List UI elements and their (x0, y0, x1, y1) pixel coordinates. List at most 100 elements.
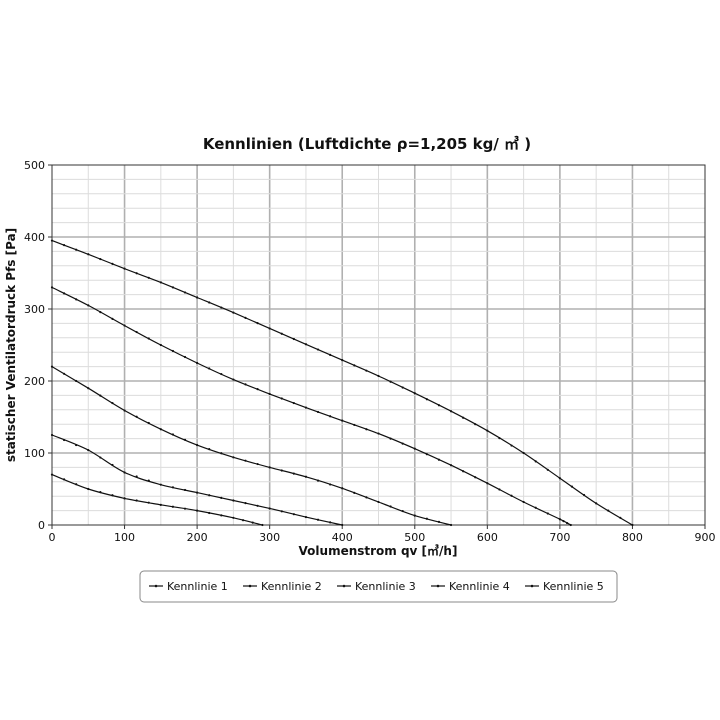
legend-label: Kennlinie 2 (261, 580, 322, 593)
data-point (268, 327, 271, 330)
grid (52, 165, 705, 525)
data-point (304, 475, 308, 478)
data-point (99, 491, 102, 494)
data-point (510, 494, 513, 497)
x-tick-label: 0 (49, 531, 56, 544)
data-point (401, 386, 404, 389)
legend-items: Kennlinie 1 Kennlinie 2 Kennlinie 3 Kennlin… (149, 580, 604, 593)
data-point (377, 500, 380, 504)
x-axis-label: Volumenstrom qv [㎥/h] (299, 543, 458, 558)
x-tick-label: 100 (114, 531, 135, 544)
y-tick-label: 0 (38, 519, 45, 532)
data-point (449, 523, 453, 527)
data-point (365, 428, 368, 431)
data-point (75, 379, 78, 383)
data-point (546, 468, 549, 471)
data-point (449, 410, 453, 413)
data-point (183, 507, 187, 510)
data-point (159, 483, 162, 486)
data-point (75, 483, 78, 486)
y-tick-label: 200 (24, 375, 45, 388)
data-point (268, 392, 271, 396)
data-point (220, 496, 223, 499)
data-point (437, 520, 441, 523)
legend-marker (342, 584, 346, 588)
data-point (87, 253, 90, 256)
data-point (268, 466, 271, 469)
data-point (244, 502, 247, 505)
data-point (582, 493, 586, 497)
data-point (341, 523, 344, 527)
legend-label: Kennlinie 5 (543, 580, 604, 593)
data-point (304, 406, 308, 409)
data-point (280, 397, 283, 400)
legend-item-4: Kennlinie 4 (431, 580, 510, 593)
data-point (292, 401, 295, 405)
data-point (449, 464, 453, 467)
data-point (87, 487, 90, 491)
data-point (75, 443, 78, 447)
data-point (389, 505, 392, 508)
data-point (183, 291, 187, 294)
data-point (159, 503, 162, 506)
legend-marker (436, 584, 440, 588)
data-point (241, 519, 245, 522)
data-point (437, 404, 441, 407)
data-point (220, 514, 223, 517)
x-tick-label: 900 (695, 531, 716, 544)
data-point (244, 383, 247, 386)
data-point (171, 349, 175, 353)
data-point (87, 449, 90, 452)
series-layer (50, 239, 634, 527)
data-point (341, 487, 344, 490)
data-point (87, 387, 90, 390)
data-point (595, 502, 598, 505)
data-point (534, 506, 537, 509)
x-tick-label: 600 (477, 531, 498, 544)
data-point (50, 433, 54, 437)
x-tick-label: 400 (332, 531, 353, 544)
legend-label: Kennlinie 3 (355, 580, 416, 593)
legend-marker (530, 584, 534, 588)
data-point (474, 476, 477, 479)
data-point (268, 507, 271, 510)
y-tick-label: 400 (24, 231, 45, 244)
data-point (244, 459, 247, 462)
data-point (558, 518, 561, 521)
data-point (498, 488, 501, 491)
data-point (196, 361, 199, 365)
data-point (329, 521, 332, 524)
data-point (171, 505, 175, 508)
plot-area-frame (51, 164, 706, 526)
data-point (425, 398, 428, 401)
data-point (256, 462, 259, 466)
data-point (377, 374, 380, 378)
data-point (159, 343, 162, 347)
legend-frame (139, 570, 618, 603)
data-point (111, 401, 114, 405)
x-tick-label: 200 (187, 531, 208, 544)
data-point (75, 298, 78, 301)
data-point (183, 438, 187, 441)
data-point (292, 472, 295, 475)
data-point (256, 388, 259, 391)
data-point (208, 494, 211, 497)
data-point (510, 444, 513, 447)
data-point (389, 380, 392, 383)
data-point (607, 509, 610, 512)
legend-label: Kennlinie 4 (449, 580, 510, 593)
x-tick-label: 800 (622, 531, 643, 544)
data-point (220, 452, 223, 455)
data-point (232, 311, 235, 314)
data-point (261, 523, 264, 527)
legend-item-1: Kennlinie 1 (149, 580, 228, 593)
series-line (51, 366, 452, 526)
data-point (99, 456, 102, 459)
data-point (50, 286, 54, 289)
y-tick-label: 500 (24, 159, 45, 172)
data-point (135, 475, 138, 478)
data-point (135, 330, 138, 334)
data-point (329, 483, 332, 486)
data-point (50, 365, 54, 368)
data-point (498, 437, 501, 440)
